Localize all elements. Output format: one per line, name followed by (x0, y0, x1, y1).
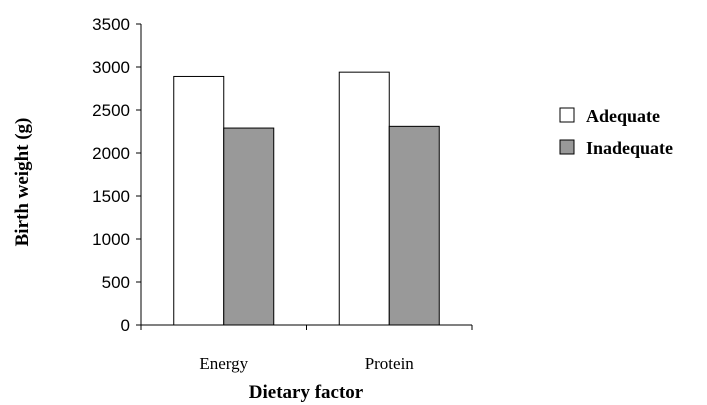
legend: Adequate Inadequate (559, 106, 673, 158)
legend-label-inadequate: Inadequate (586, 138, 673, 158)
x-tick-label: Energy (199, 354, 248, 373)
bars-group (173, 71, 440, 326)
y-tick-label: 500 (102, 273, 130, 292)
legend-swatch-inadequate (559, 139, 575, 155)
y-tick-label: 1500 (92, 187, 130, 206)
y-tick-label: 2000 (92, 144, 130, 163)
x-axis-title: Dietary factor (249, 382, 364, 403)
y-tick-label: 3000 (92, 58, 130, 77)
y-tick-label: 2500 (92, 101, 130, 120)
y-tick-label: 3500 (92, 15, 130, 34)
y-tick-label: 1000 (92, 230, 130, 249)
y-axis-ticks: 0 500 1000 1500 2000 2500 3000 3500 (92, 15, 141, 335)
legend-label-adequate: Adequate (586, 106, 660, 126)
bar-adequate-energy (173, 75, 225, 326)
x-axis-ticks: Energy Protein (140, 325, 473, 373)
bar-adequate-protein (338, 71, 390, 326)
bar-inadequate-energy (223, 127, 275, 326)
y-tick-label: 0 (121, 316, 130, 335)
bar-inadequate-protein (388, 125, 440, 326)
legend-swatch-adequate (559, 107, 575, 123)
y-axis-title: Birth weight (g) (12, 118, 33, 247)
x-tick-label: Protein (365, 354, 415, 373)
